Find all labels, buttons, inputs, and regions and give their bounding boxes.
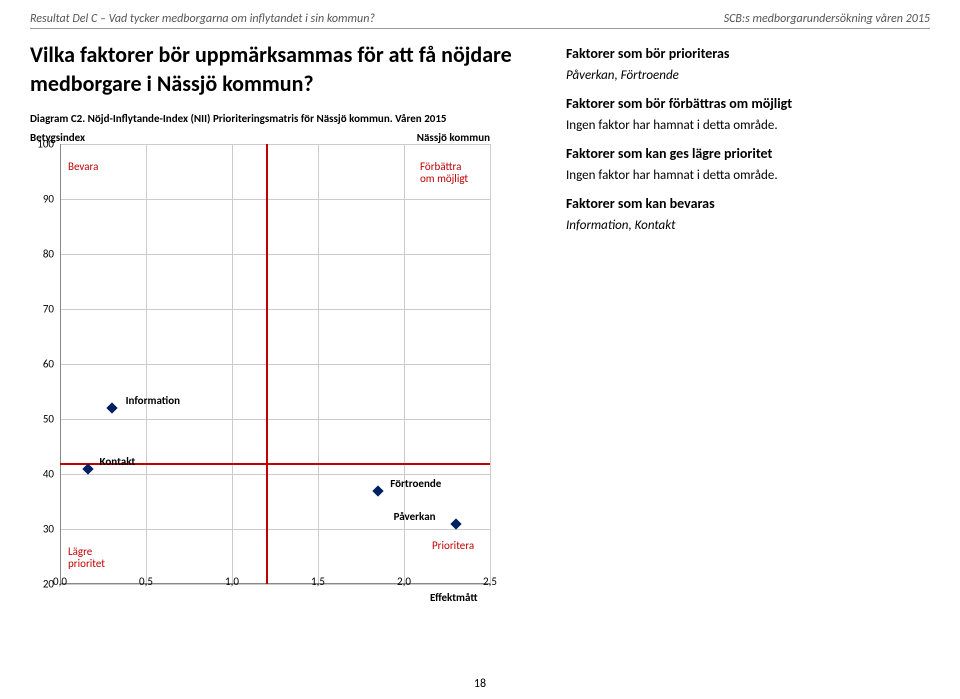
x-tick-label: 2,5: [483, 575, 497, 588]
page-number: 18: [474, 677, 486, 691]
x-tick-label: 1,0: [225, 575, 239, 588]
data-point-label: Information: [126, 394, 180, 407]
y-tick-label: 100: [26, 138, 54, 151]
data-point-label: Förtroende: [390, 477, 441, 490]
y-tick-label: 80: [26, 248, 54, 261]
y-tick-label: 20: [26, 578, 54, 591]
x-tick-label: 0,0: [53, 575, 67, 588]
chart-plot-area: Bevara Förbättraom möjligt Lägreprioritet P…: [60, 144, 490, 584]
x-tick-label: 0,5: [139, 575, 153, 588]
gridline-horizontal: [60, 144, 490, 145]
y-tick-label: 30: [26, 523, 54, 536]
page-header: Resultat Del C – Vad tycker medborgarna …: [30, 12, 930, 29]
data-point: [373, 485, 384, 496]
y-tick-label: 70: [26, 303, 54, 316]
y-tick-label: 40: [26, 468, 54, 481]
chart-container: Betygsindex Nässjö kommun BevaraFörbättr…: [30, 131, 530, 584]
section-heading-bevaras: Faktorer som kan bevaras: [566, 195, 930, 212]
data-point: [450, 518, 461, 529]
gridline-horizontal: [60, 364, 490, 365]
section-heading-lagre: Faktorer som kan ges lägre prioritet: [566, 145, 930, 162]
page-title: Vilka faktorer bör uppmärksammas för att…: [30, 41, 530, 98]
x-axis-label: Effektmått: [430, 591, 478, 604]
y-axis: [60, 144, 61, 584]
gridline-horizontal: [60, 419, 490, 420]
section-body-forbattras: Ingen faktor har hamnat i detta område.: [566, 118, 930, 133]
gridline-horizontal: [60, 309, 490, 310]
right-column: Faktorer som bör prioriteras Påverkan, F…: [566, 41, 930, 584]
section-heading-prioriteras: Faktorer som bör prioriteras: [566, 45, 930, 62]
data-point: [106, 403, 117, 414]
x-tick-label: 2,0: [397, 575, 411, 588]
quadrant-label-lagre: Lägreprioritet: [68, 546, 105, 571]
section-body-prioriteras: Påverkan, Förtroende: [566, 68, 930, 83]
header-left: Resultat Del C – Vad tycker medborgarna …: [30, 12, 375, 26]
y-tick-label: 90: [26, 193, 54, 206]
x-tick-label: 1,5: [311, 575, 325, 588]
y-tick-label: 60: [26, 358, 54, 371]
header-right: SCB:s medborgarundersökning våren 2015: [724, 12, 930, 26]
gridline-horizontal: [60, 474, 490, 475]
diagram-caption: Diagram C2. Nöjd-Inflytande-Index (NII) …: [30, 112, 530, 125]
left-column: Vilka faktorer bör uppmärksammas för att…: [30, 41, 530, 584]
data-point-label: Kontakt: [100, 455, 136, 468]
quadrant-label-forbattra: Förbättraom möjligt: [420, 161, 468, 186]
gridline-horizontal: [60, 529, 490, 530]
gridline-horizontal: [60, 254, 490, 255]
section-heading-forbattras: Faktorer som bör förbättras om möjligt: [566, 95, 930, 112]
gridline-vertical: [490, 144, 491, 584]
quadrant-label-prioritera: Prioritera: [432, 540, 474, 553]
quadrant-divider-vertical: [266, 144, 268, 584]
section-body-lagre: Ingen faktor har hamnat i detta område.: [566, 168, 930, 183]
y-tick-label: 50: [26, 413, 54, 426]
section-body-bevaras: Information, Kontakt: [566, 218, 930, 233]
data-point-label: Påverkan: [394, 510, 436, 523]
quadrant-label-bevara: Bevara: [68, 161, 98, 174]
gridline-horizontal: [60, 584, 490, 585]
chart-legend-label: Nässjö kommun: [417, 131, 490, 144]
x-axis: [60, 583, 490, 584]
main-content: Vilka faktorer bör uppmärksammas för att…: [30, 41, 930, 584]
gridline-horizontal: [60, 199, 490, 200]
